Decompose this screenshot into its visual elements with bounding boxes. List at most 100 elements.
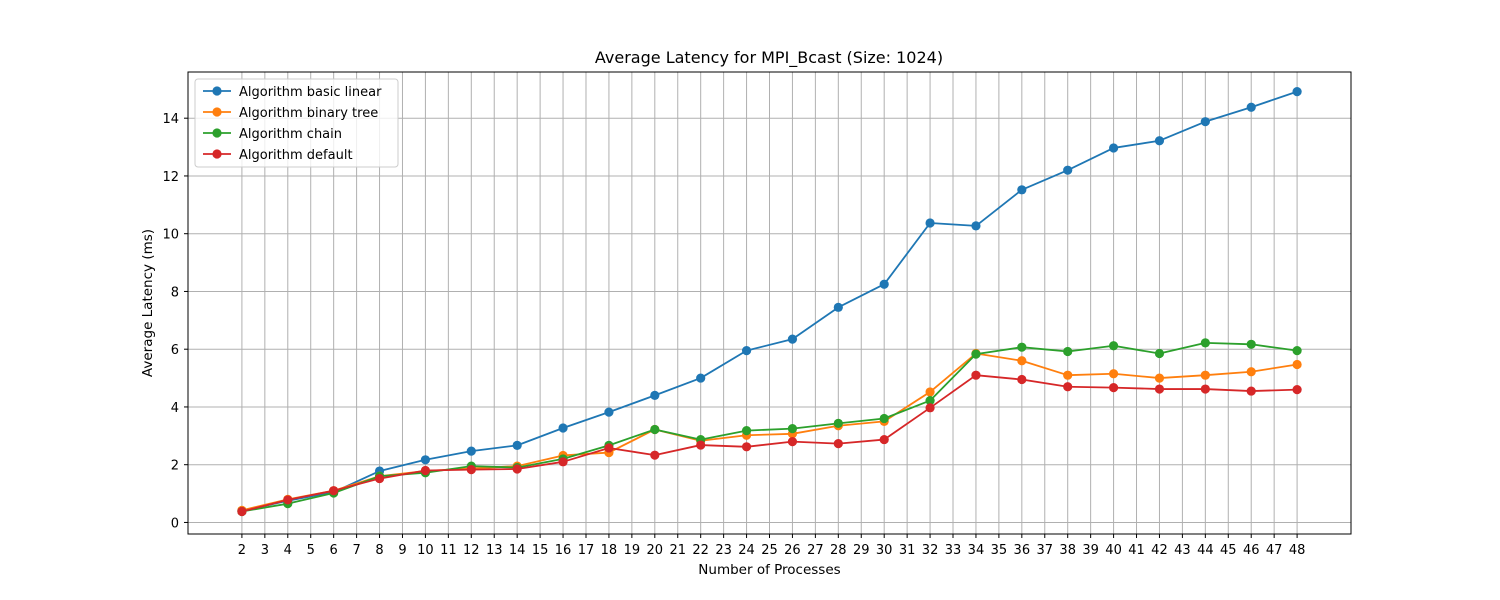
data-point [1200,117,1210,127]
x-tick-label: 40 [1105,543,1122,558]
data-point [833,418,843,429]
data-point [283,495,293,505]
x-axis-ticks: 2 3 4 5 6 7 8 9 10 11 12 13 14 15 16 17 18 19 20 21 22 23 24 25… [238,534,1305,558]
data-point [650,450,660,460]
data-point [1292,359,1302,370]
x-tick-label: 3 [261,543,269,558]
x-tick-label: 35 [991,543,1008,558]
data-point [1200,384,1210,394]
legend-label: Algorithm default [239,148,353,163]
y-tick-label: 10 [162,228,179,243]
data-point [1292,87,1302,97]
x-tick-label: 15 [532,543,549,558]
data-point [466,465,476,475]
data-point [420,455,431,465]
x-tick-label: 5 [307,543,315,558]
x-tick-label: 34 [968,543,985,558]
x-tick-label: 14 [509,543,526,558]
x-tick-label: 10 [417,543,434,558]
data-point [1200,370,1210,380]
data-point [787,424,798,434]
x-tick-label: 26 [784,543,801,558]
x-tick-label: 44 [1197,543,1214,558]
legend-swatch-marker [212,86,222,96]
data-point [1154,373,1165,383]
data-point [1154,136,1165,146]
x-tick-label: 24 [738,543,755,558]
x-tick-label: 20 [647,543,664,558]
data-point [1108,143,1119,153]
legend-label: Algorithm binary tree [239,106,378,121]
y-tick-label: 14 [162,112,179,127]
data-point [650,424,660,435]
plot-series [237,87,1302,517]
x-tick-label: 36 [1014,543,1031,558]
data-point [879,413,889,424]
data-point [971,349,981,359]
data-point [1292,346,1302,356]
data-point [833,302,843,312]
x-tick-label: 37 [1036,543,1053,558]
data-point [604,443,614,453]
x-tick-label: 17 [578,543,595,558]
data-point [1063,165,1073,175]
legend-entry: Algorithm chain [203,127,342,142]
data-point [1292,385,1302,395]
data-point [1017,185,1027,195]
data-point [925,387,935,397]
x-tick-label: 38 [1059,543,1076,558]
legend-swatch-marker [212,149,222,159]
x-tick-label: 12 [463,543,480,558]
x-tick-label: 47 [1266,543,1283,558]
y-axis-label: Average Latency (ms) [140,229,156,377]
data-point [420,465,431,476]
data-point [1108,369,1119,379]
data-point [466,446,476,456]
x-tick-label: 7 [352,543,360,558]
data-point [558,457,568,467]
data-point [741,442,752,452]
y-tick-label: 6 [171,343,179,358]
series-algorithm-default [237,370,1302,517]
x-tick-label: 41 [1128,543,1145,558]
x-tick-label: 29 [853,543,870,558]
legend-entry: Algorithm binary tree [203,106,378,121]
data-point [1108,383,1119,393]
y-tick-label: 4 [171,401,179,416]
x-tick-label: 2 [238,543,246,558]
series-line [241,374,1298,513]
data-point [237,506,247,517]
x-tick-label: 18 [601,543,618,558]
x-tick-label: 19 [624,543,641,558]
data-point [1017,356,1027,366]
data-point [604,407,614,417]
data-point [329,486,339,496]
data-point [1063,346,1073,357]
legend-swatch-marker [212,128,222,138]
x-tick-label: 33 [945,543,962,558]
x-tick-label: 9 [398,543,406,558]
legend: Algorithm basic linear Algorithm binary t… [194,78,399,168]
data-point [696,440,706,450]
data-point [1108,341,1119,351]
x-tick-label: 6 [330,543,338,558]
x-tick-label: 28 [830,543,847,558]
data-point [558,423,568,433]
x-axis-label: Number of Processes [698,562,840,578]
x-tick-label: 21 [669,543,686,558]
data-point [1154,384,1165,394]
x-tick-label: 11 [440,543,457,558]
data-point [1063,382,1073,392]
data-point [1154,348,1165,359]
data-point [650,390,660,400]
series-line [241,341,1298,513]
y-tick-label: 12 [162,170,179,185]
data-point [925,403,935,413]
x-tick-label: 32 [922,543,939,558]
data-point [787,437,798,447]
data-point [512,464,522,474]
y-axis-ticks: 0 2 4 6 8 10 12 14 [162,112,188,531]
y-tick-label: 0 [171,516,179,531]
x-tick-label: 25 [761,543,778,558]
